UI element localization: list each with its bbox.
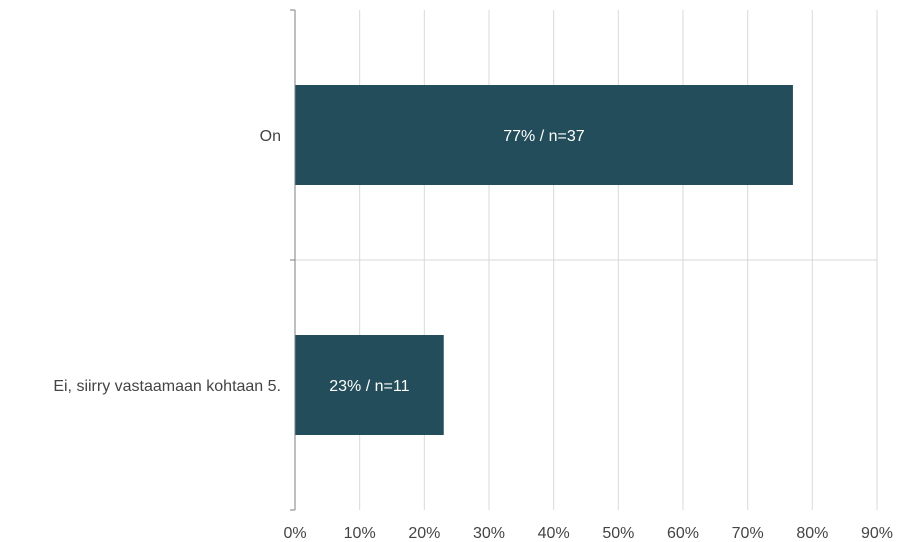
bar bbox=[295, 335, 444, 435]
x-tick-label: 50% bbox=[602, 525, 634, 542]
x-tick-label: 0% bbox=[283, 525, 306, 542]
x-tick-label: 90% bbox=[861, 525, 893, 542]
x-tick-label: 30% bbox=[473, 525, 505, 542]
labels: 0% 10% 20% 30% 40% 50% 60% 70% 80% 90% On 77% / n=3… bbox=[53, 128, 893, 542]
category-label: Ei, siirry vastaamaan kohtaan 5. bbox=[53, 378, 281, 395]
x-tick-label: 40% bbox=[538, 525, 570, 542]
bar bbox=[295, 85, 793, 185]
category-label: On bbox=[260, 128, 281, 145]
x-tick-label: 60% bbox=[667, 525, 699, 542]
axes bbox=[290, 9, 296, 511]
x-tick-label: 80% bbox=[796, 525, 828, 542]
bar-value-label: 23% / n=11 bbox=[329, 378, 409, 395]
x-tick-label: 70% bbox=[732, 525, 764, 542]
bars bbox=[295, 85, 793, 435]
x-tick-label: 20% bbox=[408, 525, 440, 542]
x-tick-label: 10% bbox=[344, 525, 376, 542]
bar-value-label: 77% / n=37 bbox=[503, 128, 585, 145]
